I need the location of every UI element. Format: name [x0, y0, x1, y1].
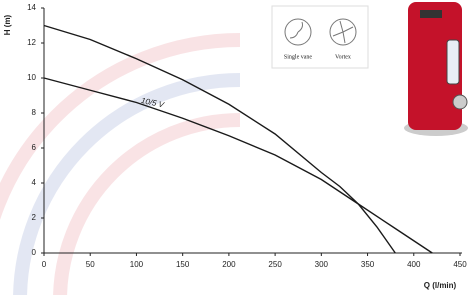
y-tick-label: 4 [32, 178, 37, 187]
x-tick-label: 50 [86, 260, 95, 269]
pump-label [447, 40, 459, 84]
y-tick-label: 2 [32, 213, 37, 222]
curve [44, 78, 432, 253]
x-tick-label: 250 [268, 260, 282, 269]
impeller-icons: Single vane Vortex [272, 6, 368, 68]
x-tick-label: 400 [407, 260, 421, 269]
y-tick-label: 6 [32, 143, 37, 152]
y-tick-label: 10 [27, 73, 36, 82]
y-tick-label: 12 [27, 38, 36, 47]
y-tick-label: 0 [32, 248, 37, 257]
icon-label: Vortex [335, 54, 351, 60]
chart: H (m) Q (l/min) Single vane Vortex 0 2 4 6 8… [0, 0, 471, 295]
pump-photo [404, 2, 468, 136]
y-axis-label: H (m) [3, 14, 12, 35]
x-tick-label: 0 [42, 260, 47, 269]
y-tick-label: 14 [27, 3, 36, 12]
x-tick-label: 300 [315, 260, 329, 269]
watermark [0, 40, 240, 295]
y-tick-label: 8 [32, 108, 37, 117]
x-tick-label: 200 [222, 260, 236, 269]
x-axis-label: Q (l/min) [424, 281, 457, 290]
x-tick-label: 350 [361, 260, 375, 269]
pump-outlet [453, 95, 467, 109]
pump-handle [420, 10, 442, 18]
x-tick-label: 150 [176, 260, 190, 269]
x-tick-label: 100 [130, 260, 144, 269]
x-tick-label: 450 [453, 260, 467, 269]
icon-label: Single vane [284, 54, 312, 60]
